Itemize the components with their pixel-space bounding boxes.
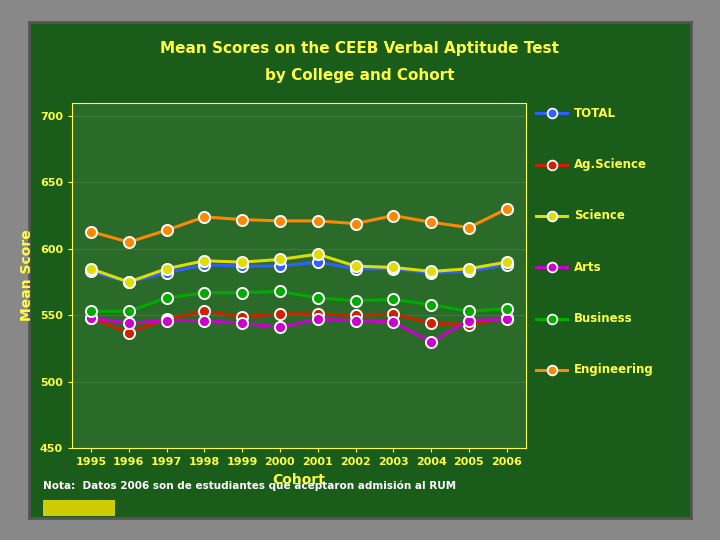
Text: Engineering: Engineering	[574, 363, 654, 376]
Text: Mean Scores on the CEEB Verbal Aptitude Test: Mean Scores on the CEEB Verbal Aptitude …	[161, 41, 559, 56]
X-axis label: Cohort: Cohort	[272, 473, 325, 487]
Text: by College and Cohort: by College and Cohort	[265, 68, 455, 83]
Y-axis label: Mean Score: Mean Score	[20, 230, 35, 321]
Text: TOTAL: TOTAL	[574, 107, 616, 120]
Text: Business: Business	[574, 312, 632, 325]
Text: Ag.Science: Ag.Science	[574, 158, 647, 171]
Text: Science: Science	[574, 210, 625, 222]
Text: Nota:  Datos 2006 son de estudiantes que aceptaron admisión al RUM: Nota: Datos 2006 son de estudiantes que …	[43, 480, 456, 491]
Text: Arts: Arts	[574, 261, 601, 274]
